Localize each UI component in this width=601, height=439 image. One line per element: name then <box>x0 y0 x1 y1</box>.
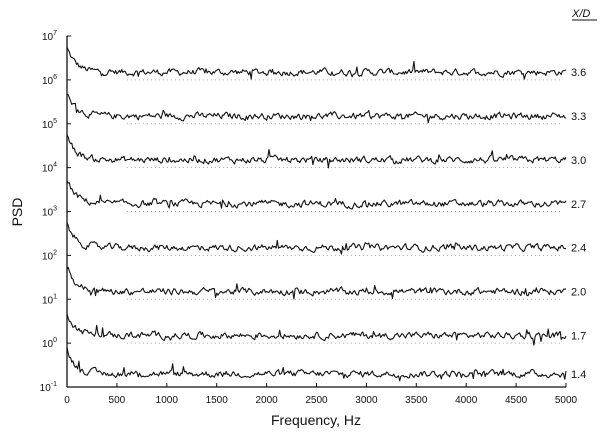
series-label: 3.6 <box>571 67 586 79</box>
y-tick-label: 103 <box>42 206 57 219</box>
series-label: 2.7 <box>571 199 586 211</box>
x-tick-label: 3500 <box>405 395 428 406</box>
x-tick-label: 500 <box>109 395 126 406</box>
psd-trace <box>66 134 567 169</box>
y-tick-label: 106 <box>42 74 57 87</box>
series-label: 1.4 <box>571 369 586 381</box>
psd-trace <box>66 266 567 300</box>
y-tick-label: 107 <box>42 30 57 43</box>
psd-trace <box>66 347 567 382</box>
x-tick-label: 2500 <box>305 395 328 406</box>
series-label-group: 3.6 3.3 3.0 2.7 2.4 2.0 1.7 1.4 <box>571 67 586 381</box>
psd-trace <box>66 93 567 124</box>
series-label: 1.7 <box>571 330 586 342</box>
psd-trace <box>66 180 567 210</box>
psd-trace <box>66 46 567 80</box>
x-axis-title: Frequency, Hz <box>271 412 361 428</box>
x-tick-label: 4500 <box>505 395 528 406</box>
series-label: 2.4 <box>571 243 586 255</box>
y-tick-label: 101 <box>42 293 57 306</box>
y-axis-title: PSD <box>9 198 25 227</box>
x-tick-label: 1500 <box>206 395 229 406</box>
x-tick-label: 1000 <box>156 395 179 406</box>
x-tick-label: 0 <box>64 395 70 406</box>
psd-trace <box>66 313 567 346</box>
x-tick-label: 5000 <box>555 395 578 406</box>
series-label: 3.0 <box>571 155 586 167</box>
y-tick-label: 104 <box>42 162 57 175</box>
x-tick-label: 3000 <box>355 395 378 406</box>
series-label: 3.3 <box>571 111 586 123</box>
psd-trace <box>66 222 567 255</box>
x-tick-label: 4000 <box>455 395 478 406</box>
series-group <box>66 46 567 382</box>
legend-title: X/D <box>571 8 590 20</box>
series-label: 2.0 <box>571 287 586 299</box>
y-tick-label: 100 <box>42 337 57 350</box>
x-tick-group: 0 500 1000 1500 2000 2500 3000 3500 4000 4500 5000 <box>64 383 578 406</box>
y-tick-group: 10-1 100 101 102 103 104 105 106 107 <box>40 30 71 394</box>
y-tick-label: 105 <box>42 118 57 131</box>
y-tick-label: 10-1 <box>40 381 57 394</box>
grid-group <box>126 79 562 344</box>
y-tick-label: 102 <box>42 249 57 262</box>
x-tick-label: 2000 <box>255 395 278 406</box>
